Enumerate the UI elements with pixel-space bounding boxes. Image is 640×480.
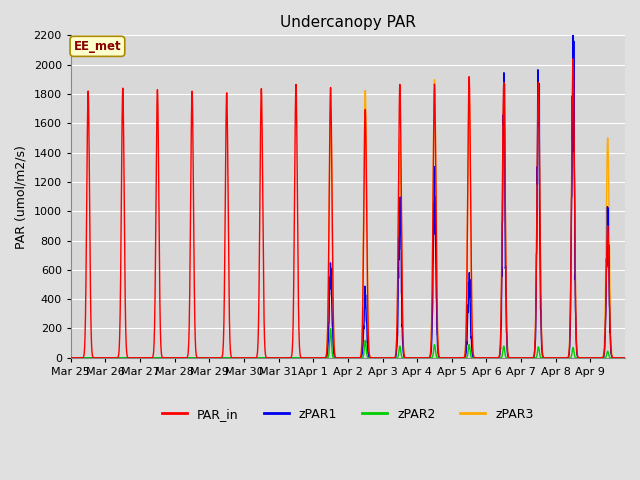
Title: Undercanopy PAR: Undercanopy PAR (280, 15, 416, 30)
Y-axis label: PAR (umol/m2/s): PAR (umol/m2/s) (15, 144, 28, 249)
Text: EE_met: EE_met (74, 40, 121, 53)
Legend: PAR_in, zPAR1, zPAR2, zPAR3: PAR_in, zPAR1, zPAR2, zPAR3 (157, 403, 539, 426)
